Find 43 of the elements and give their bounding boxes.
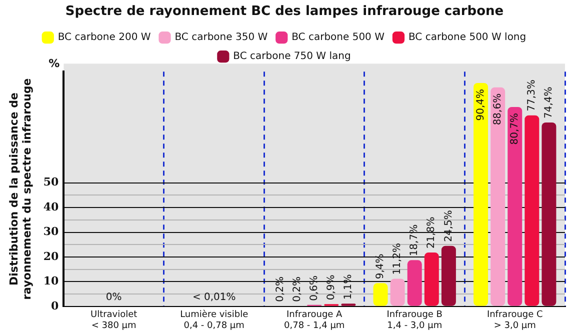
data-label: 11,2% bbox=[392, 242, 404, 275]
legend-label: BC carbone 500 W long bbox=[408, 32, 526, 44]
data-label: 77,3% bbox=[526, 80, 538, 112]
bar bbox=[524, 115, 540, 306]
bar bbox=[390, 278, 405, 306]
x-tick-label: Infrarouge A 0,78 - 1,4 µm bbox=[284, 310, 345, 331]
legend-label: BC carbone 750 W lang bbox=[233, 51, 351, 62]
bar bbox=[474, 82, 488, 306]
bar bbox=[407, 260, 422, 306]
x-tick-label: Lumière visible 0,4 - 0,78 µm bbox=[180, 309, 249, 331]
y-tick-label: 10 bbox=[43, 274, 60, 288]
x-tick-label: Ultraviolet < 380 µm bbox=[90, 310, 138, 331]
y-axis-title: Distribution de la puissance de rayonnement du spectre infrarouge bbox=[7, 78, 34, 300]
bar bbox=[508, 106, 522, 306]
data-label: 80,7% bbox=[509, 112, 520, 145]
bar bbox=[424, 252, 439, 306]
y-tick-label: 40 bbox=[43, 200, 60, 214]
bar bbox=[373, 283, 388, 306]
data-label: 1,1% bbox=[343, 274, 354, 300]
data-label: 24,5% bbox=[443, 210, 454, 242]
data-label: 0,2% bbox=[274, 276, 286, 302]
y-tick-label: 50 bbox=[43, 176, 60, 189]
chart-title: Spectre de rayonnement BC des lampes infrarouge carbone bbox=[65, 4, 504, 20]
legend-label: BC carbone 500 W bbox=[292, 32, 385, 44]
bar bbox=[542, 122, 556, 306]
y-tick-label: 30 bbox=[43, 225, 60, 238]
x-tick-label: Infrarouge C > 3,0 µm bbox=[486, 310, 543, 331]
legend-label: BC carbone 350 W bbox=[174, 32, 268, 44]
data-label: 0,2% bbox=[292, 276, 303, 302]
bar bbox=[441, 246, 456, 306]
data-label: 88,6% bbox=[492, 93, 504, 126]
data-label: 74,4% bbox=[544, 86, 555, 119]
y-tick-label: 20 bbox=[43, 250, 60, 263]
data-label: < 0,01% bbox=[192, 292, 236, 303]
data-label: 0% bbox=[106, 292, 122, 303]
text: % bbox=[48, 56, 60, 70]
data-label: 18,7% bbox=[409, 224, 420, 256]
bar bbox=[490, 87, 506, 306]
x-tick-label: Infrarouge B 1,4 - 3,0 µm bbox=[386, 310, 442, 331]
y-tick-label: 0 bbox=[51, 299, 60, 312]
data-label: 90,4% bbox=[475, 88, 486, 121]
legend-label: BC carbone 200 W bbox=[58, 32, 151, 44]
data-label: 21,8% bbox=[426, 216, 438, 249]
